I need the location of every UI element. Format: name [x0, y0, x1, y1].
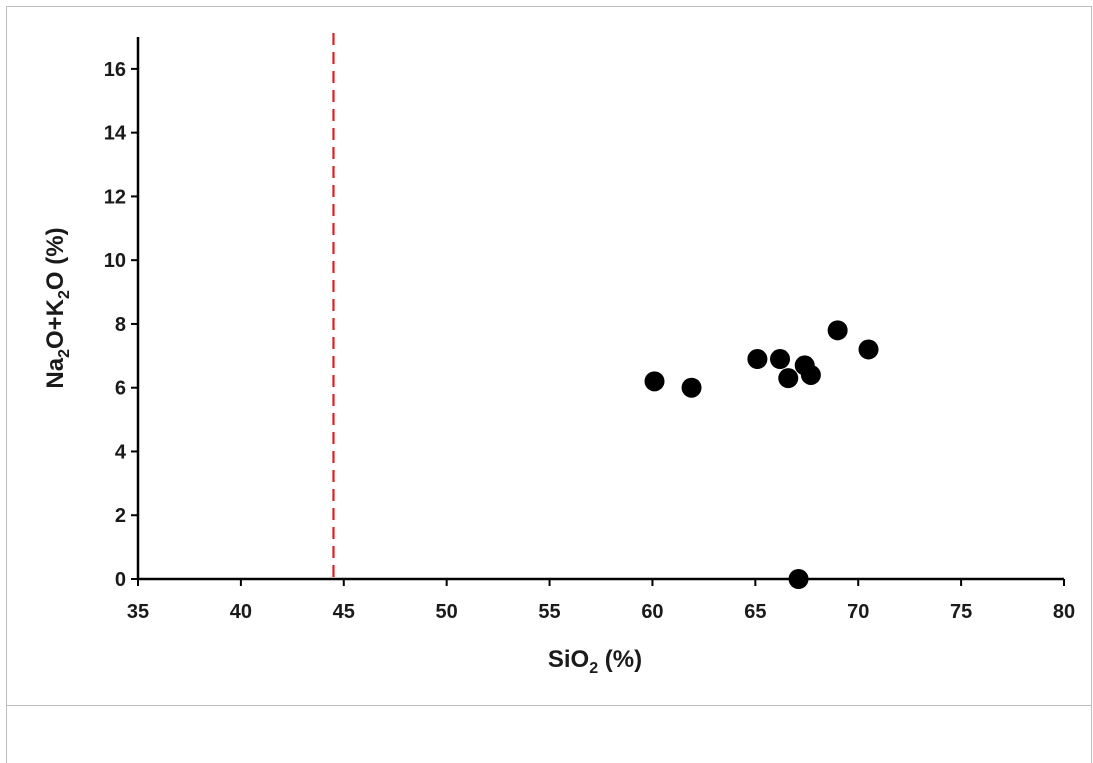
y-tick-label: 2 — [115, 505, 126, 527]
x-axis-ticks: 35 40 45 50 55 60 65 70 75 80 — [127, 579, 1075, 623]
y-tick-label: 4 — [115, 441, 127, 463]
data-point — [747, 349, 768, 370]
data-point — [770, 349, 791, 370]
x-tick-label: 40 — [230, 601, 252, 623]
data-point — [644, 371, 665, 392]
data-point — [788, 569, 809, 589]
y-tick-label: 10 — [104, 250, 126, 272]
y-tick-label: 12 — [104, 186, 126, 208]
scatter-chart: 35 40 45 50 55 60 65 70 75 80 0 2 4 6 8 10 12 14 16 SiO2 … — [42, 33, 1075, 677]
y-tick-label: 16 — [104, 59, 126, 81]
y-axis-ticks: 0 2 4 6 8 10 12 14 16 — [104, 59, 138, 591]
x-tick-label: 65 — [744, 601, 766, 623]
x-tick-label: 80 — [1053, 601, 1075, 623]
data-point — [858, 339, 879, 360]
x-tick-label: 45 — [333, 601, 355, 623]
x-axis-title: SiO2 (%) — [548, 646, 642, 677]
data-point — [681, 377, 702, 398]
chart-frame: 35 40 45 50 55 60 65 70 75 80 0 2 4 6 8 10 12 14 16 SiO2 … — [6, 6, 1092, 706]
data-point — [800, 364, 821, 385]
y-tick-label: 0 — [115, 569, 126, 591]
y-tick-label: 14 — [104, 123, 127, 145]
data-point — [827, 320, 848, 341]
lower-panel — [6, 706, 1092, 763]
y-tick-label: 8 — [115, 314, 126, 336]
x-tick-label: 70 — [847, 601, 869, 623]
x-tick-label: 55 — [538, 601, 560, 623]
y-axis-title: Na2O+K2O (%) — [42, 227, 73, 388]
x-tick-label: 75 — [950, 601, 972, 623]
axes — [136, 37, 1064, 581]
x-tick-label: 35 — [127, 601, 149, 623]
x-tick-label: 50 — [436, 601, 458, 623]
data-points — [644, 320, 879, 589]
x-tick-label: 60 — [641, 601, 663, 623]
data-point — [778, 368, 799, 389]
y-tick-label: 6 — [115, 378, 126, 400]
